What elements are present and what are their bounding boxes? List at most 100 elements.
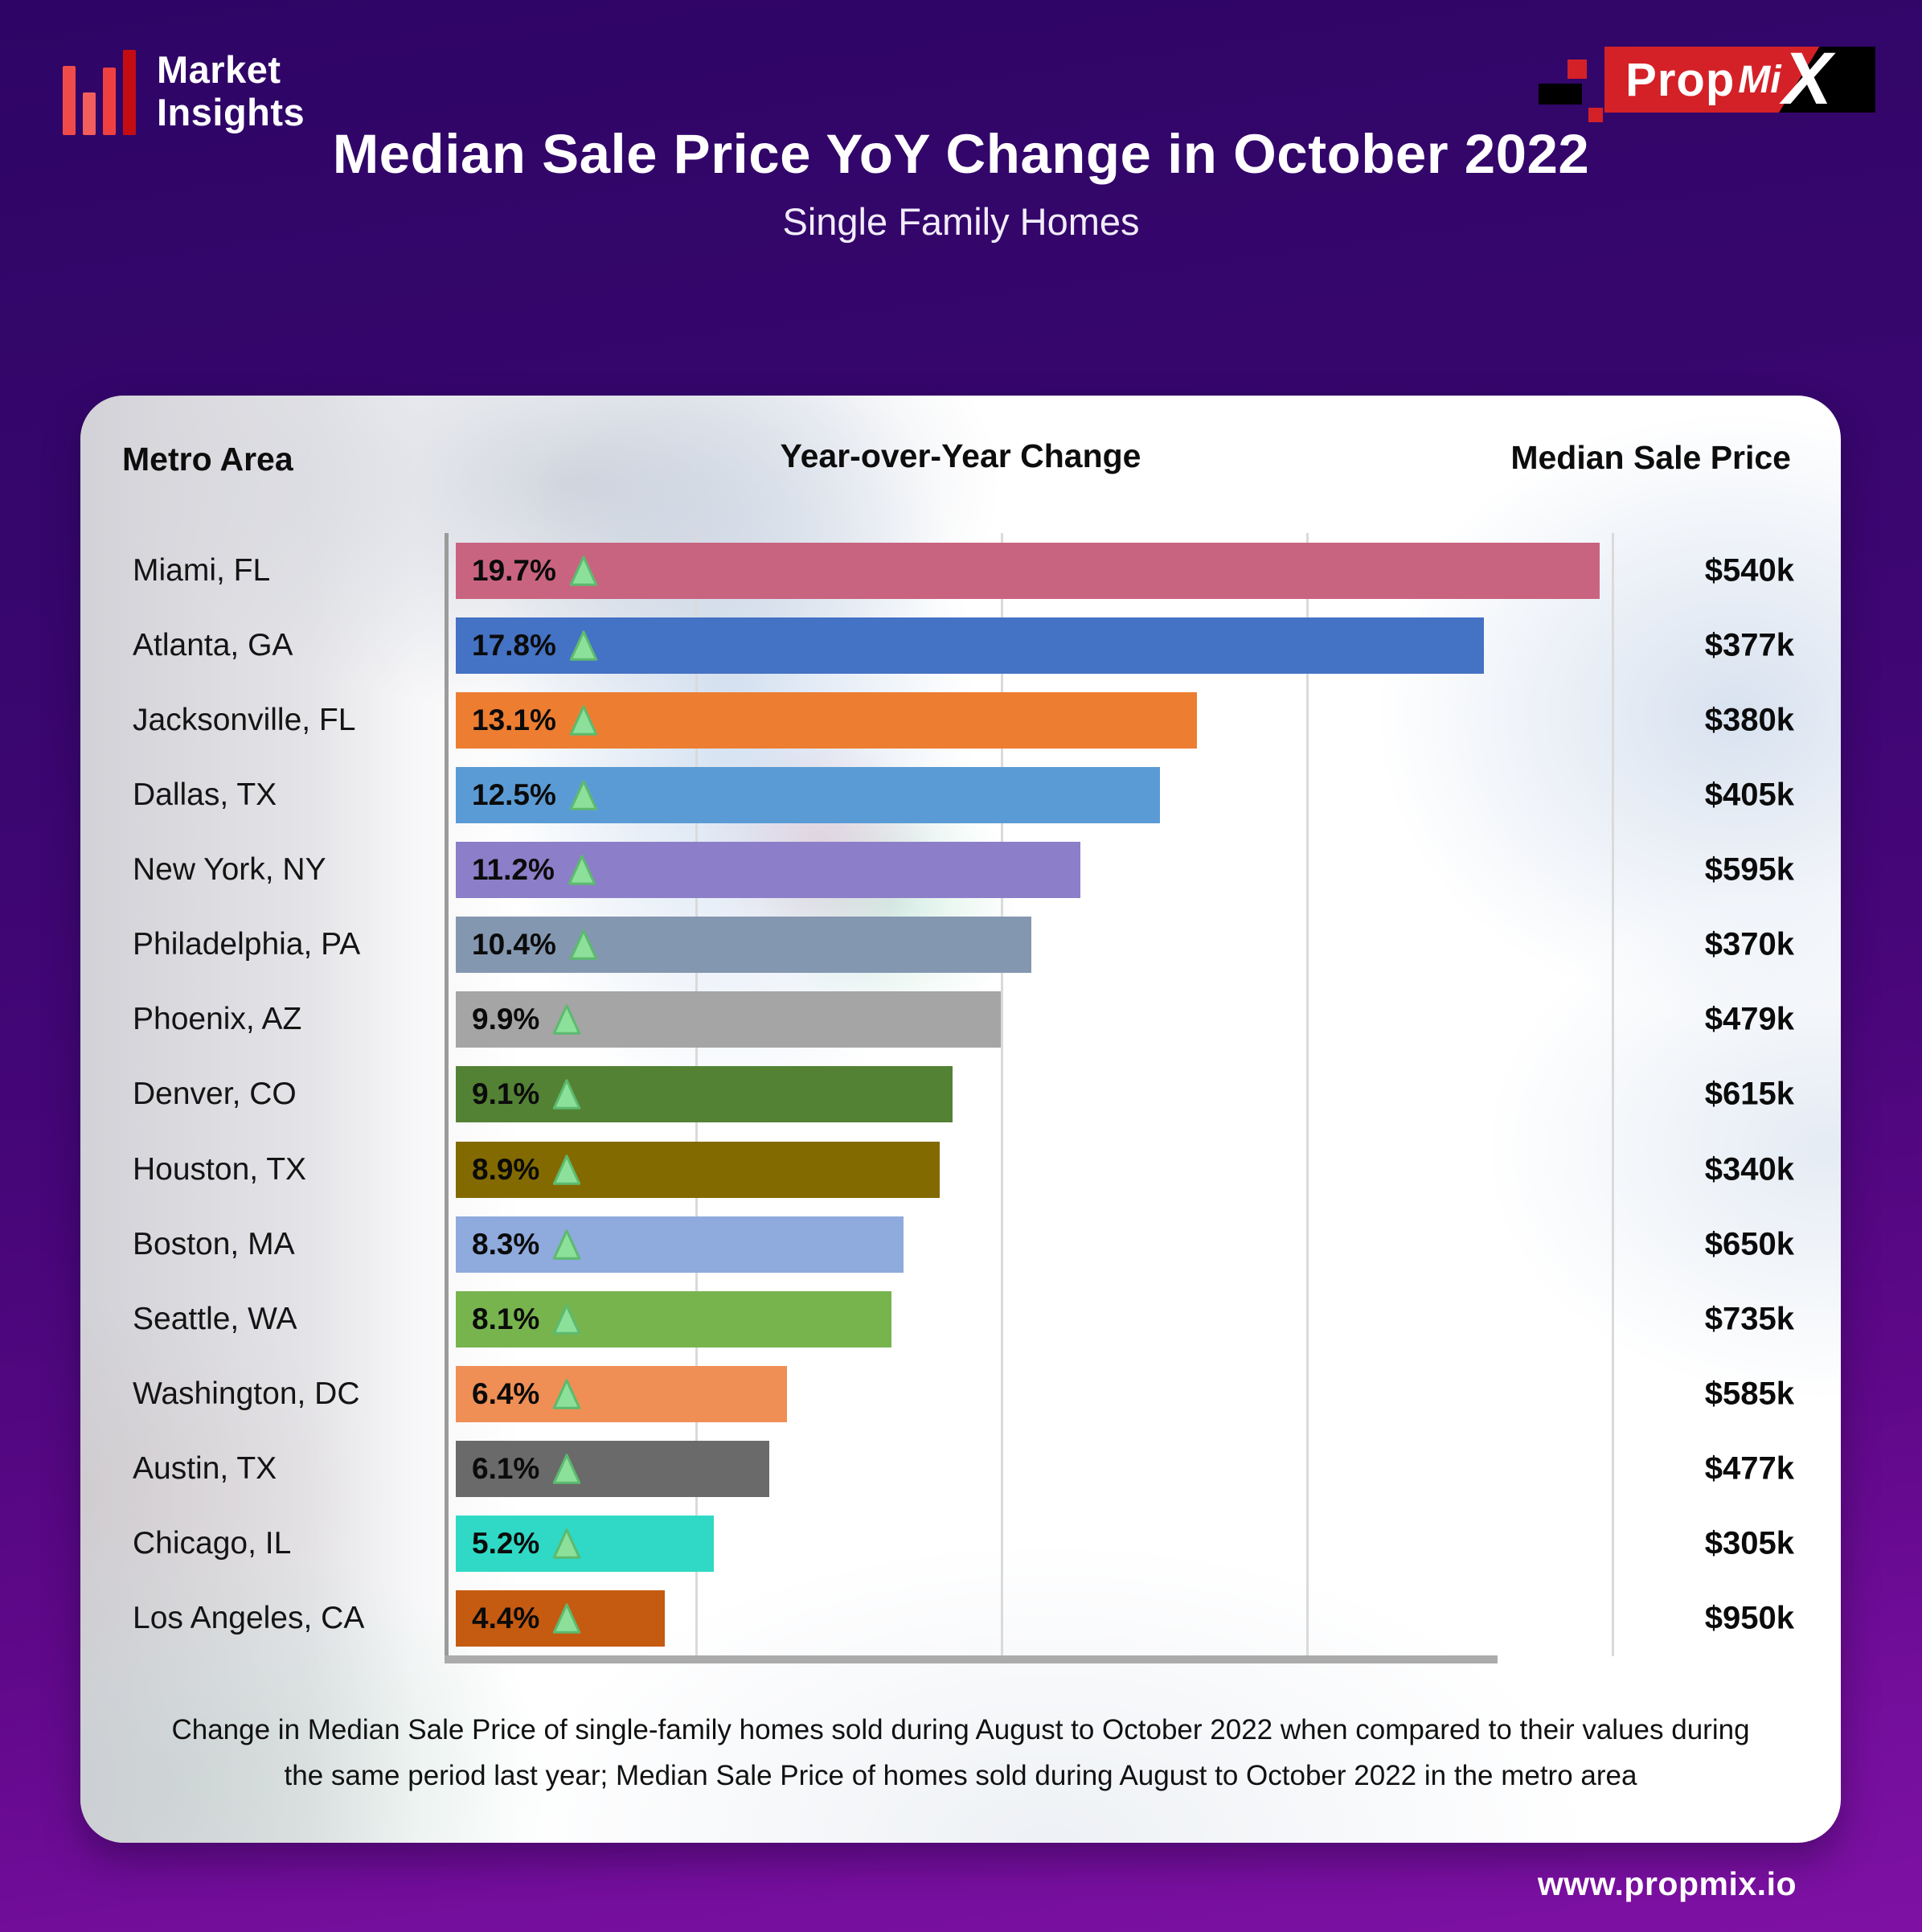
median-price-value: $405k — [1704, 777, 1794, 813]
gridline — [1306, 533, 1309, 1656]
median-price-value: $377k — [1704, 627, 1794, 663]
up-arrow-icon — [553, 1528, 581, 1559]
propmix-prop-text: Prop — [1625, 53, 1736, 106]
yoy-bar: 12.5% — [456, 766, 1160, 823]
page-subtitle: Single Family Homes — [782, 200, 1140, 243]
propmix-deco-red-square — [1568, 59, 1588, 79]
median-price-value: $540k — [1704, 552, 1794, 589]
up-arrow-icon — [553, 1603, 581, 1635]
metro-label: Boston, MA — [133, 1226, 295, 1261]
metro-label: Denver, CO — [133, 1077, 297, 1112]
up-arrow-icon — [553, 1379, 581, 1409]
market-insights-line2: Insights — [157, 90, 305, 133]
median-price-value: $340k — [1704, 1151, 1794, 1188]
logo-bar-3 — [103, 68, 116, 135]
median-price-value: $650k — [1704, 1226, 1794, 1262]
up-arrow-icon — [553, 1079, 581, 1110]
median-price-value: $479k — [1704, 1001, 1794, 1037]
x-axis-line — [445, 1655, 1498, 1663]
propmix-mi-text: Mi — [1738, 58, 1781, 101]
footnote: Change in Median Sale Price of single-fa… — [171, 1714, 1750, 1791]
propmix-deco-black-square — [1539, 84, 1583, 105]
yoy-change-value: 8.1% — [472, 1302, 540, 1335]
yoy-change-value: 8.9% — [472, 1152, 540, 1186]
up-arrow-icon — [553, 1304, 581, 1335]
bar-chart-rows: Miami, FL 19.7% $540k Atlanta, GA 17.8% … — [80, 533, 1841, 1656]
table-row: Los Angeles, CA 4.4% $950k — [80, 1581, 1841, 1656]
median-price-value: $735k — [1704, 1301, 1794, 1337]
up-arrow-icon — [569, 780, 598, 810]
up-arrow-icon — [553, 1454, 581, 1484]
yoy-change-value: 6.4% — [472, 1376, 540, 1410]
gridline — [1612, 533, 1614, 1656]
table-row: Boston, MA 8.3% $650k — [80, 1207, 1841, 1282]
median-price-value: $595k — [1704, 851, 1794, 888]
gridline — [1001, 533, 1003, 1656]
median-price-value: $950k — [1704, 1600, 1794, 1636]
column-header-metro-area: Metro Area — [122, 441, 293, 478]
yoy-change-value: 13.1% — [472, 703, 556, 736]
chart-card: Metro Area Year-over-Year Change Median … — [80, 396, 1841, 1843]
up-arrow-icon — [553, 1004, 581, 1036]
up-arrow-icon — [553, 1229, 581, 1260]
median-price-value: $585k — [1704, 1376, 1794, 1412]
table-row: Dallas, TX 12.5% $405k — [80, 757, 1841, 832]
yoy-bar: 8.9% — [456, 1141, 941, 1198]
table-row: Philadelphia, PA 10.4% $370k — [80, 908, 1841, 982]
yoy-bar: 6.1% — [456, 1441, 769, 1498]
logo-bar-1 — [63, 66, 76, 135]
table-row: Houston, TX 8.9% $340k — [80, 1132, 1841, 1207]
table-row: Atlanta, GA 17.8% $377k — [80, 608, 1841, 683]
propmix-box: Prop Mi X — [1539, 38, 1875, 122]
market-insights-logo: Market Insights — [63, 32, 305, 135]
yoy-change-value: 5.2% — [472, 1527, 540, 1561]
up-arrow-icon — [569, 705, 598, 736]
yoy-change-value: 8.3% — [472, 1227, 540, 1261]
yoy-change-value: 9.9% — [472, 1003, 540, 1036]
metro-label: Houston, TX — [133, 1151, 307, 1187]
metro-label: Washington, DC — [133, 1376, 360, 1411]
yoy-bar: 9.9% — [456, 991, 1002, 1048]
yoy-bar: 11.2% — [456, 842, 1081, 899]
column-header-median-price: Median Sale Price — [1510, 439, 1791, 476]
table-row: Chicago, IL 5.2% $305k — [80, 1507, 1841, 1581]
metro-label: Chicago, IL — [133, 1526, 292, 1561]
yoy-bar: 5.2% — [456, 1516, 715, 1573]
table-row: New York, NY 11.2% $595k — [80, 833, 1841, 908]
metro-label: Atlanta, GA — [133, 627, 293, 662]
metro-label: Phoenix, AZ — [133, 1002, 302, 1037]
yoy-change-value: 10.4% — [472, 928, 556, 962]
yoy-bar: 8.1% — [456, 1290, 891, 1347]
yoy-change-value: 9.1% — [472, 1077, 540, 1111]
market-insights-wordmark: Market Insights — [157, 48, 305, 135]
table-row: Washington, DC 6.4% $585k — [80, 1356, 1841, 1431]
yoy-bar: 10.4% — [456, 917, 1032, 974]
yoy-bar: 6.4% — [456, 1365, 788, 1422]
propmix-logo: Prop Mi X — [1539, 38, 1875, 122]
table-row: Jacksonville, FL 13.1% $380k — [80, 683, 1841, 757]
page-title: Median Sale Price YoY Change in October … — [332, 123, 1590, 185]
up-arrow-icon — [569, 929, 598, 960]
propmix-x-text: X — [1782, 38, 1832, 121]
yoy-change-value: 11.2% — [472, 853, 555, 887]
median-price-value: $477k — [1704, 1450, 1794, 1487]
yoy-bar: 9.1% — [456, 1066, 953, 1123]
market-insights-line1: Market — [157, 47, 281, 91]
up-arrow-icon — [553, 1154, 581, 1185]
median-price-value: $370k — [1704, 926, 1794, 962]
yoy-change-value: 6.1% — [472, 1452, 540, 1486]
median-price-value: $615k — [1704, 1076, 1794, 1112]
table-row: Miami, FL 19.7% $540k — [80, 533, 1841, 608]
logo-bar-4 — [123, 50, 136, 135]
yoy-bar: 4.4% — [456, 1590, 666, 1647]
yoy-bar: 17.8% — [456, 617, 1484, 674]
up-arrow-icon — [569, 630, 598, 661]
yoy-change-value: 17.8% — [472, 628, 556, 662]
table-row: Denver, CO 9.1% $615k — [80, 1057, 1841, 1132]
yoy-bar: 19.7% — [456, 542, 1600, 599]
metro-label: Miami, FL — [133, 552, 271, 588]
y-axis-line — [445, 533, 449, 1663]
median-price-value: $305k — [1704, 1525, 1794, 1561]
metro-label: Philadelphia, PA — [133, 927, 361, 962]
